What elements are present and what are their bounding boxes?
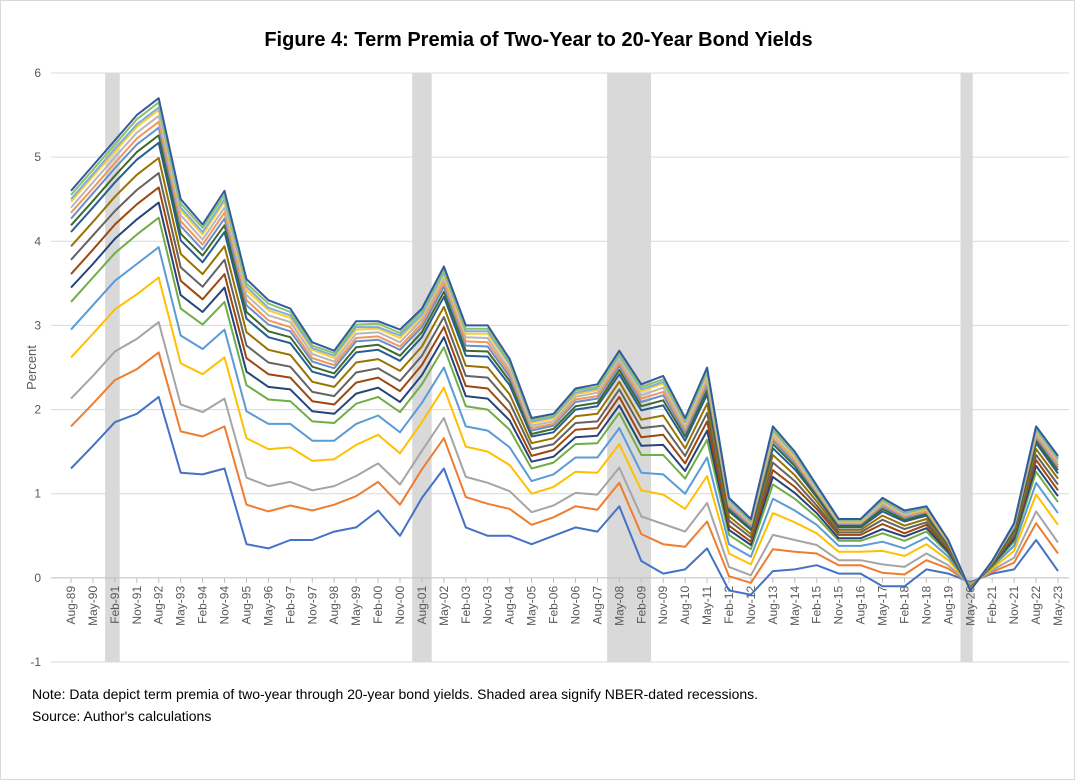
x-tick-label: May-17 [876, 586, 890, 626]
x-tick-label: Aug-16 [854, 586, 868, 625]
series-line-7yr [70, 216, 1059, 589]
x-tick-label: May-05 [525, 586, 539, 626]
x-tick-label: Feb-12 [722, 586, 736, 624]
x-tick-label: Feb-03 [459, 586, 473, 624]
y-tick-label: 6 [34, 66, 41, 80]
x-tick-label: Feb-97 [283, 586, 297, 624]
y-tick-label: 1 [34, 487, 41, 501]
y-tick-label: 2 [34, 403, 41, 417]
x-tick-label: Nov-18 [919, 586, 933, 625]
y-tick-label: 4 [34, 234, 41, 248]
series-line-12yr [70, 141, 1059, 591]
recession-band [105, 73, 120, 662]
x-tick-label: May-02 [437, 586, 451, 626]
series-line-11yr [70, 157, 1059, 590]
x-tick-label: Nov-06 [568, 586, 582, 625]
x-tick-label: May-23 [1051, 586, 1065, 626]
x-tick-label: May-93 [174, 586, 188, 626]
x-tick-label: Nov-97 [305, 586, 319, 625]
x-tick-label: Feb-06 [547, 586, 561, 624]
x-tick-label: Nov-00 [393, 586, 407, 625]
series-line-4yr [70, 321, 1059, 586]
x-tick-label: May-11 [700, 586, 714, 625]
x-tick-label: May-14 [788, 586, 802, 626]
series-line-19yr [70, 101, 1059, 592]
source-text: Source: Author's calculations [32, 708, 212, 724]
x-tick-label: Aug-19 [941, 586, 955, 625]
x-tick-label: Nov-12 [744, 586, 758, 625]
series-line-2yr [70, 395, 1059, 596]
y-tick-label: 3 [34, 318, 41, 332]
series-line-15yr [70, 120, 1059, 591]
x-tick-label: May-96 [261, 586, 275, 626]
x-tick-label: Feb-18 [897, 586, 911, 624]
series-line-3yr [70, 351, 1059, 585]
x-tick-label: Nov-91 [130, 586, 144, 625]
note-text: Note: Data depict term premia of two-yea… [32, 686, 759, 702]
x-tick-label: Feb-00 [371, 586, 385, 624]
x-tick-label: Feb-91 [108, 586, 122, 624]
x-tick-label: Aug-89 [64, 586, 78, 625]
chart-title: Figure 4: Term Premia of Two-Year to 20-… [264, 29, 813, 51]
x-tick-label: Aug-98 [327, 586, 341, 625]
x-tick-label: Nov-21 [1007, 586, 1021, 625]
x-tick-label: Nov-03 [481, 586, 495, 625]
series-line-20yr [70, 97, 1059, 592]
recession-band [412, 73, 432, 662]
series-line-9yr [70, 186, 1059, 589]
x-tick-label: Nov-94 [218, 586, 232, 625]
x-tick-label: Aug-92 [152, 586, 166, 625]
y-tick-label: -1 [30, 655, 41, 669]
recession-band [960, 73, 973, 662]
series-line-5yr [70, 276, 1059, 587]
x-tick-label: Feb-09 [634, 586, 648, 624]
x-tick-label: Feb-94 [196, 586, 210, 624]
y-tick-label: 5 [34, 150, 41, 164]
x-tick-label: May-99 [349, 586, 363, 626]
x-tick-label: Aug-95 [239, 586, 253, 625]
series-line-10yr [70, 172, 1059, 590]
x-tick-label: Aug-22 [1029, 586, 1043, 625]
y-axis-label: Percent [24, 345, 39, 390]
series-line-8yr [70, 201, 1059, 589]
chart-notes: Note: Data depict term premia of two-yea… [32, 683, 758, 727]
x-tick-label: Aug-10 [678, 586, 692, 625]
x-tick-label: Aug-01 [415, 586, 429, 625]
x-tick-label: Aug-13 [766, 586, 780, 625]
x-tick-label: Aug-04 [503, 586, 517, 625]
x-tick-label: Feb-21 [985, 586, 999, 624]
y-tick-label: 0 [34, 571, 41, 585]
x-tick-label: May-08 [612, 586, 626, 626]
series-line-16yr [70, 114, 1059, 591]
x-tick-label: Aug-07 [590, 586, 604, 625]
x-tick-label: May-90 [86, 586, 100, 626]
x-tick-label: Nov-15 [832, 586, 846, 625]
series-line-14yr [70, 126, 1059, 591]
x-tick-label: Nov-09 [656, 586, 670, 625]
series-line-6yr [70, 246, 1059, 588]
x-tick-label: Feb-15 [810, 586, 824, 624]
x-tick-label: May-20 [963, 586, 977, 626]
series-line-13yr [70, 134, 1059, 591]
